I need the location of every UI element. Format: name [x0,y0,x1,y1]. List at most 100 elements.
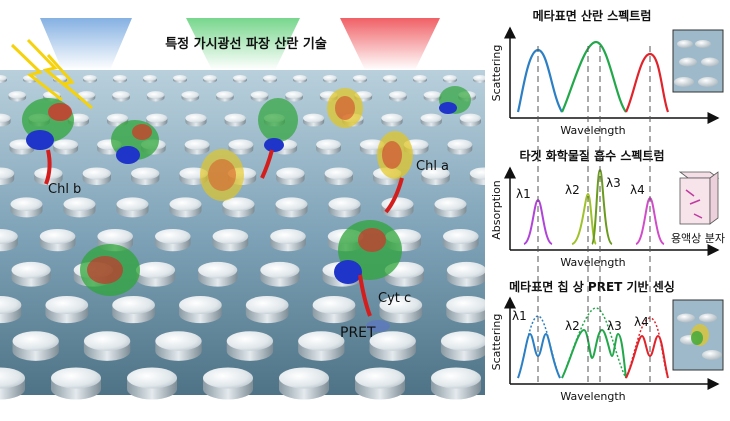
panel1-title: 메타표면 산란 스펙트럼 [533,8,652,23]
nanodisc [446,295,485,314]
nanodisc [169,197,202,211]
panel3-lambda-1: λ1 [512,309,527,323]
metasurface-scene: 특정 가시광선 파장 산란 기술 Chl b Chl a Cyt c PRET [0,18,485,400]
panel-target-absorption: 타겟 화학물질 흡수 스펙트럼 Absorption Wavelength λ1… [490,148,725,269]
panel3-lambda-4: λ4 [634,315,649,329]
nanodisc [303,113,325,123]
panel1-green-peak [561,40,627,113]
nanodisc [379,295,423,314]
protein-cluster-cyt-c [334,220,402,332]
nanodisc [389,91,407,99]
nanodisc [135,261,176,279]
nanodisc [324,167,353,180]
nanodisc [279,367,329,389]
nanodisc [328,197,361,211]
nanodisc [155,228,191,244]
nanodisc [0,167,15,180]
panel3-pret-inset [672,299,724,371]
nanodisc [97,228,133,244]
panel2-ylabel: Absorption [490,180,503,240]
nanodisc [51,367,101,389]
nanodisc [298,331,345,351]
red-light-beam [340,18,440,70]
nanodisc [212,228,249,244]
panel3-blue-split-peak [517,332,561,379]
panel3-xlabel: Wavelength [560,390,625,403]
nanodisc [45,295,89,314]
protein-cluster-chl-b [22,98,74,185]
green-light-beam [186,18,300,70]
nanodisc [146,113,168,123]
panel2-lambda-1: λ1 [516,187,531,201]
label-chl-b: Chl b [48,182,81,197]
nanodisc [155,331,202,351]
nanodisc [203,75,217,81]
protein-cluster-4 [327,88,363,128]
nanodisc [270,228,306,244]
nanodisc [275,197,308,211]
nanodisc [224,113,246,123]
panel1-blue-peak [516,48,563,113]
nanodisc [222,197,255,211]
protein-cluster-3 [258,98,298,179]
nanodisc [421,167,450,180]
panel1-red-peak [625,52,670,113]
protein-cluster-2 [200,149,244,201]
nanodisc [312,295,356,314]
panel3-title: 메타표면 칩 상 PRET 기반 센싱 [509,279,675,294]
nanodisc [11,261,51,279]
protein-cluster-1 [111,120,159,164]
nanodisc [0,367,25,389]
nanodisc [203,367,253,389]
nanodisc [263,75,277,81]
panel2-lambda-4: λ4 [630,183,645,197]
nanodisc [0,295,22,314]
panel3-ylabel: Scattering [490,314,503,371]
panel2-inset-label: 용액상 분자 [671,232,725,245]
nanodisc [423,91,442,99]
panel2-peak-2 [571,192,597,245]
nanodisc [8,91,27,99]
nanodisc [443,228,479,244]
nanodisc [233,75,247,81]
nanodisc [83,331,131,351]
nanodisc [420,113,442,123]
panel2-lambda-2: λ2 [565,183,580,197]
blue-light-beam [40,18,132,70]
nanodisc [173,75,187,81]
nanodisc [260,261,300,279]
nanodisc [184,139,210,150]
nanodisc [381,113,403,123]
nanodisc [293,75,307,81]
nanodisc [316,139,341,150]
protein-cluster-6 [80,244,140,296]
nanodisc [413,75,427,81]
nanodisc [443,75,457,81]
spectrum-panels: 메타표면 산란 스펙트럼 Scattering Wavelength 타겟 화학… [490,8,725,403]
wavelength-guide-lines [537,46,651,384]
panel2-title: 타겟 화학물질 흡수 스펙트럼 [519,148,664,163]
nanodisc [245,295,289,314]
panel-pret-sensing: 메타표면 칩 상 PRET 기반 센싱 Scattering Wavelengt… [490,279,724,403]
label-chl-a: Chl a [416,159,449,174]
nanodisc [459,113,481,123]
nanodisc [228,139,254,150]
nanodisc [285,91,303,99]
nanodisc [250,91,269,99]
protein-cluster-chl-a [377,131,413,214]
label-cyt-c: Cyt c [378,291,411,306]
nanodisc [143,75,157,81]
label-pret: PRET [340,325,376,341]
cuvette-icon [678,171,720,225]
nanodisc [0,75,7,81]
nanodisc [0,228,18,244]
nanodisc [77,91,96,99]
panel1-xlabel: Wavelength [560,124,625,137]
nanodisc [473,75,485,81]
nanodisc [0,113,11,123]
panel1-ylabel: Scattering [490,45,503,102]
nanodisc [131,167,160,180]
panel3-blue-dotted-peak [517,315,561,379]
protein-cluster-5 [439,86,471,114]
nanodisc [10,197,43,211]
